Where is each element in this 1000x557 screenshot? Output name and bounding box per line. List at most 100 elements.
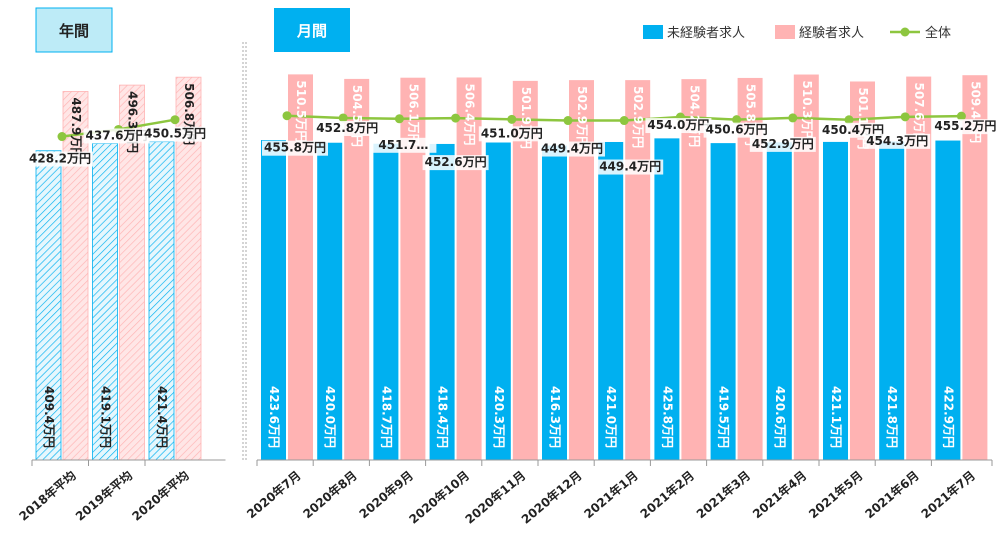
bar-inexperienced bbox=[485, 142, 511, 460]
total-label: 449.4万円 bbox=[541, 142, 603, 156]
bar-label-inexperienced: 420.3万円 bbox=[492, 386, 506, 448]
legend-swatch-experienced bbox=[775, 25, 795, 39]
bar-experienced bbox=[625, 80, 651, 460]
x-tick-label: 2021年6月 bbox=[862, 468, 922, 522]
bar-label-inexperienced: 423.6万円 bbox=[267, 386, 281, 448]
x-tick-label: 2021年1月 bbox=[581, 468, 641, 522]
x-tick-label: 2020年8月 bbox=[300, 468, 360, 522]
total-point bbox=[394, 114, 404, 124]
total-point bbox=[619, 116, 629, 126]
total-label: 450.4万円 bbox=[822, 123, 884, 137]
bar-inexperienced bbox=[879, 141, 905, 460]
total-label: 455.8万円 bbox=[264, 141, 326, 155]
total-point bbox=[563, 116, 573, 126]
bar-label-experienced: 510.5万円 bbox=[294, 80, 308, 142]
x-tick-label: 2018年平均 bbox=[16, 468, 79, 524]
bar-inexperienced bbox=[542, 145, 567, 460]
bar-label-experienced: 502.9万円 bbox=[575, 86, 589, 148]
bar-inexperienced bbox=[261, 140, 286, 460]
total-label-bg bbox=[478, 126, 545, 142]
total-point bbox=[57, 132, 67, 142]
bar-label-experienced: 504.5万円 bbox=[350, 85, 364, 147]
annual-section-header: 年間 bbox=[35, 7, 113, 53]
total-label-bg bbox=[142, 126, 208, 142]
total-point bbox=[282, 111, 292, 121]
bar-inexperienced bbox=[373, 143, 399, 460]
x-tick-label: 2021年4月 bbox=[749, 468, 809, 522]
total-point bbox=[732, 115, 742, 125]
total-label: 454.0万円 bbox=[647, 118, 709, 132]
legend-label-total: 全体 bbox=[925, 25, 951, 41]
total-point bbox=[451, 113, 461, 123]
x-tick-label: 2021年7月 bbox=[918, 468, 978, 522]
bar-label-experienced: 504.2万円 bbox=[687, 85, 701, 147]
total-label-bg bbox=[645, 118, 712, 134]
total-point bbox=[788, 113, 798, 123]
legend-marker-total bbox=[900, 27, 910, 37]
bar-label-inexperienced: 421.4万円 bbox=[155, 386, 169, 448]
total-point bbox=[844, 115, 854, 125]
bar-label-experienced: 487.9万円 bbox=[69, 97, 83, 159]
total-label: 451.0万円 bbox=[481, 126, 543, 140]
bar-inexperienced bbox=[148, 141, 175, 461]
total-point bbox=[170, 115, 180, 125]
total-label-bg bbox=[83, 128, 150, 144]
bar-experienced bbox=[512, 80, 538, 461]
data-labels-layer: 409.4万円487.9万円419.1万円496.3万円421.4万円506.8… bbox=[27, 80, 999, 448]
bar-experienced bbox=[288, 74, 313, 461]
bar-label-inexperienced: 418.4万円 bbox=[436, 386, 450, 448]
bar-label-experienced: 507.6万円 bbox=[912, 83, 926, 145]
bar-experienced bbox=[119, 84, 145, 461]
bar-experienced bbox=[456, 77, 482, 460]
total-label: 452.8万円 bbox=[316, 121, 378, 135]
bar-label-experienced: 506.1万円 bbox=[406, 84, 420, 146]
bar-inexperienced bbox=[429, 143, 455, 460]
legend-swatch-inexperienced bbox=[643, 25, 663, 39]
bar-label-inexperienced: 420.6万円 bbox=[773, 386, 787, 448]
x-tick-label: 2021年2月 bbox=[637, 468, 697, 522]
bar-label-inexperienced: 409.4万円 bbox=[42, 386, 56, 448]
bar-inexperienced bbox=[598, 141, 624, 460]
legend-item-total: 全体 bbox=[890, 25, 951, 41]
bar-label-inexperienced: 422.9万円 bbox=[941, 386, 955, 448]
legend: 未経験者求人 経験者求人 全体 bbox=[643, 25, 951, 41]
total-label-bg bbox=[703, 122, 770, 138]
total-label: 437.6万円 bbox=[86, 128, 148, 142]
total-label-bg bbox=[539, 141, 605, 157]
bar-label-experienced: 502.9万円 bbox=[631, 86, 645, 148]
total-label: 454.3万円 bbox=[866, 134, 928, 148]
legend-item-inexperienced: 未経験者求人 bbox=[643, 25, 745, 41]
monthly-section-header: 月間 bbox=[274, 8, 350, 52]
total-label: 452.6万円 bbox=[425, 155, 487, 169]
bar-inexperienced bbox=[35, 150, 62, 461]
total-label-bg bbox=[864, 133, 931, 149]
total-point bbox=[338, 113, 348, 123]
bar-label-experienced: 510.3万円 bbox=[800, 81, 814, 143]
annual-section-label: 年間 bbox=[59, 22, 89, 40]
bar-label-inexperienced: 421.1万円 bbox=[829, 386, 843, 448]
total-label: 450.5万円 bbox=[144, 127, 206, 141]
bar-inexperienced bbox=[935, 140, 961, 460]
bar-experienced bbox=[344, 78, 370, 461]
total-label: 451.7… bbox=[378, 138, 428, 152]
total-point bbox=[956, 111, 966, 121]
legend-label-experienced: 経験者求人 bbox=[799, 26, 864, 41]
bar-inexperienced bbox=[766, 142, 792, 460]
total-label: 450.6万円 bbox=[706, 123, 768, 137]
bar-inexperienced bbox=[654, 138, 680, 460]
bar-label-inexperienced: 421.8万円 bbox=[885, 386, 899, 448]
monthly-section-label: 月間 bbox=[296, 22, 327, 40]
bar-label-inexperienced: 419.1万円 bbox=[99, 386, 113, 448]
total-label: 455.2万円 bbox=[934, 119, 996, 133]
total-label-bg bbox=[749, 136, 816, 152]
total-label-bg bbox=[932, 119, 999, 135]
x-tick-label: 2020年7月 bbox=[244, 468, 304, 522]
bars-layer bbox=[35, 74, 988, 461]
bar-label-inexperienced: 416.3万円 bbox=[548, 386, 562, 448]
bar-experienced bbox=[681, 79, 707, 460]
x-tick-label: 2021年3月 bbox=[693, 468, 753, 522]
total-label: 428.2万円 bbox=[29, 152, 91, 166]
